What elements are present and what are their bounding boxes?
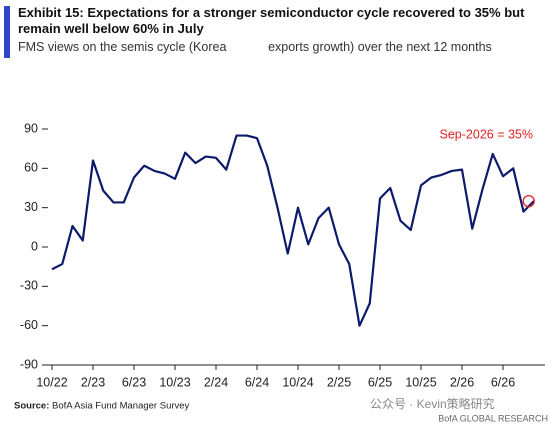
x-tick-label: 2/24: [204, 375, 228, 389]
annotation: Sep-2026 = 35%: [440, 127, 533, 141]
x-tick-label: 6/24: [245, 375, 269, 389]
x-tick-label: 2/23: [81, 375, 105, 389]
line: [51, 134, 535, 327]
y-tick-label: -30: [20, 279, 38, 293]
source: BofA Asia Fund Manager Survey: [52, 401, 190, 412]
x-tick-label: 2/26: [450, 375, 474, 389]
accent-bar: [4, 6, 10, 58]
x-tick-label: 10/25: [405, 375, 436, 389]
x-tick-label: 2/25: [327, 375, 351, 389]
y-tick-label: 60: [24, 161, 38, 175]
y-tick-label: -90: [20, 357, 38, 371]
chart-title: Exhibit 15: Expectations for a stronger …: [18, 5, 525, 36]
source-label: Source:: [14, 401, 49, 412]
y-tick-label: 0: [31, 239, 38, 253]
y-tick-label: -60: [20, 318, 38, 332]
x-tick-label: 6/25: [368, 375, 392, 389]
y-tick-label: 30: [24, 200, 38, 214]
highlight-marker: [522, 194, 535, 208]
x-tick-label: 10/24: [282, 375, 313, 389]
x-tick-label: 10/23: [159, 375, 190, 389]
y-tick-label: 90: [24, 121, 38, 135]
x-tick-label: 6/26: [491, 375, 515, 389]
footer: BofA GLOBAL RESEARCH: [438, 413, 548, 423]
x-tick-label: 10/22: [36, 375, 67, 389]
x-tick-label: 6/23: [122, 375, 146, 389]
watermark: 公众号 · Kevin策略研究: [370, 396, 495, 411]
chart-subtitle: FMS views on the semis cycle (Korea expo…: [18, 40, 492, 54]
